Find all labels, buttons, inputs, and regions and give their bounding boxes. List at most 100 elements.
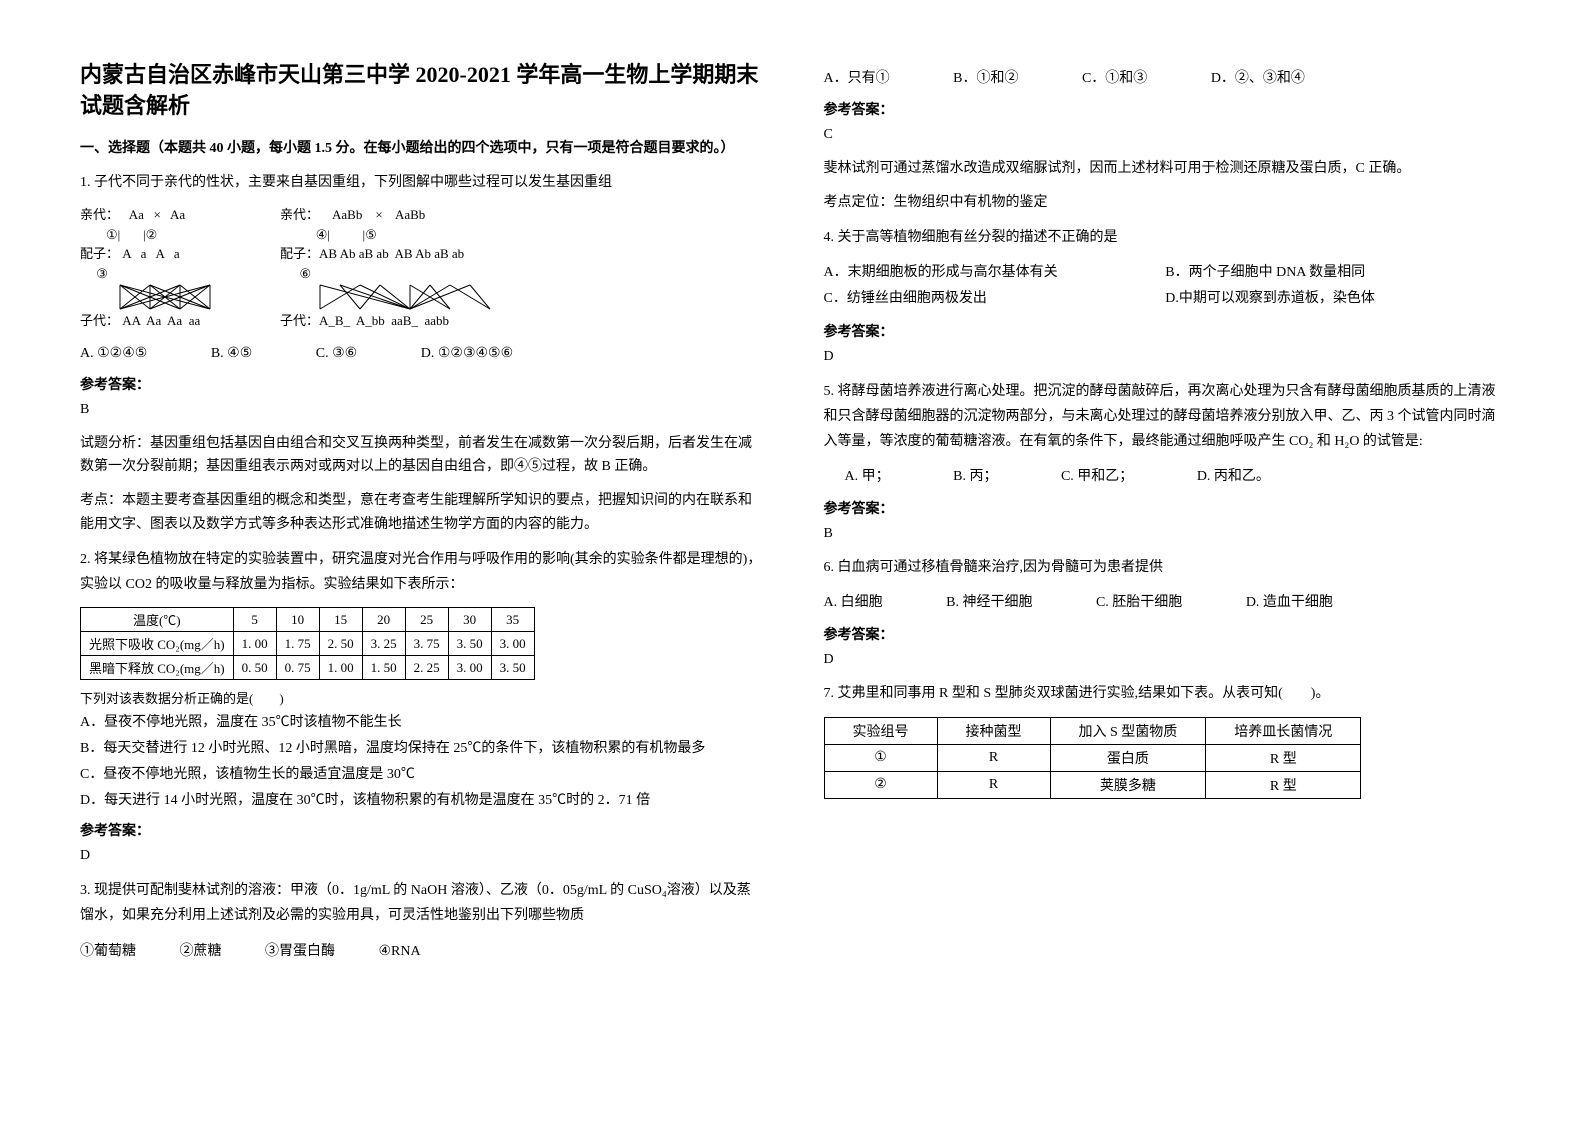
q2-th6: 30	[448, 608, 491, 632]
q1-exp2: 考点：本题主要考查基因重组的概念和类型，意在考查考生能理解所学知识的要点，把握知…	[80, 489, 764, 537]
q5-optA: A. 甲；	[845, 469, 890, 484]
q4-stem: 4. 关于高等植物细胞有丝分裂的描述不正确的是	[824, 225, 1508, 250]
q7-th0: 实验组号	[824, 717, 937, 744]
q3-options: A．只有① B．①和② C．①和③ D．②、③和④	[824, 66, 1508, 91]
q3-item2: ②蔗糖	[180, 944, 222, 959]
q5-ans-label: 参考答案：	[824, 498, 1508, 518]
q2-th0: 温度(℃)	[81, 608, 234, 632]
table-row: 黑暗下释放 CO₂(mg／h) 0. 50 0. 75 1. 00 1. 50 …	[81, 656, 535, 680]
q1-exp1: 试题分析：基因重组包括基因自由组合和交叉互换两种类型，前者发生在减数第一次分裂后…	[80, 432, 764, 480]
q4-ans: D	[824, 345, 1508, 369]
q5-optC: C. 甲和乙；	[1061, 469, 1133, 484]
left-column: 内蒙古自治区赤峰市天山第三中学 2020-2021 学年高一生物上学期期末试题含…	[80, 60, 764, 1062]
q2-r2c2: 0. 75	[276, 656, 319, 680]
q2-r1c2: 1. 75	[276, 632, 319, 656]
q1-left-gametes: 配子： A a A a	[80, 244, 230, 264]
q5-ans: B	[824, 522, 1508, 546]
q3-items: ①葡萄糖 ②蔗糖 ③胃蛋白酶 ④RNA	[80, 939, 764, 964]
q2-r1c6: 3. 50	[448, 632, 491, 656]
q1-stem: 1. 子代不同于亲代的性状，主要来自基因重组，下列图解中哪些过程可以发生基因重组	[80, 170, 764, 195]
q5-optD: D. 丙和乙。	[1197, 469, 1270, 484]
q2-th1: 5	[233, 608, 276, 632]
q3-ans: C	[824, 123, 1508, 147]
q2-optD: D．每天进行 14 小时光照，温度在 30℃时，该植物积累的有机物是温度在 35…	[80, 789, 764, 813]
q2-r2c3: 1. 00	[319, 656, 362, 680]
q1-left-circles: ①| |②	[80, 225, 230, 245]
q1-optA: A. ①②④⑤	[80, 346, 147, 361]
q2-th3: 15	[319, 608, 362, 632]
q2-r2c1: 0. 50	[233, 656, 276, 680]
q3-optA: A．只有①	[824, 71, 890, 86]
q1-optC: C. ③⑥	[316, 346, 357, 361]
q7-r2c3: R 型	[1206, 771, 1361, 798]
q2-optB: B．每天交替进行 12 小时光照、12 小时黑暗，温度均保持在 25℃的条件下，…	[80, 737, 764, 761]
q5-options: A. 甲； B. 丙； C. 甲和乙； D. 丙和乙。	[824, 464, 1508, 489]
q2-lead: 下列对该表数据分析正确的是( )	[80, 688, 764, 707]
q1-right-cross: 亲代： AaBb × AaBb ④| |⑤ 配子：AB Ab aB ab AB …	[280, 205, 510, 331]
table-row: 光照下吸收 CO₂(mg／h) 1. 00 1. 75 2. 50 3. 25 …	[81, 632, 535, 656]
q2-r2c7: 3. 50	[491, 656, 534, 680]
q7-r1c3: R 型	[1206, 744, 1361, 771]
table-row: 实验组号 接种菌型 加入 S 型菌物质 培养皿长菌情况	[824, 717, 1361, 744]
q7-th3: 培养皿长菌情况	[1206, 717, 1361, 744]
q6-optD: D. 造血干细胞	[1246, 595, 1333, 610]
q7-stem: 7. 艾弗里和同事用 R 型和 S 型肺炎双球菌进行实验,结果如下表。从表可知(…	[824, 681, 1508, 706]
q1-ans: B	[80, 398, 764, 422]
table-row: ② R 荚膜多糖 R 型	[824, 771, 1361, 798]
q2-options: A．昼夜不停地光照，温度在 35℃时该植物不能生长 B．每天交替进行 12 小时…	[80, 711, 764, 812]
q6-ans-label: 参考答案：	[824, 624, 1508, 644]
q1-right-gametes: 配子：AB Ab aB ab AB Ab aB ab	[280, 244, 510, 264]
q2-r1c1: 1. 00	[233, 632, 276, 656]
q6-options: A. 白细胞 B. 神经干细胞 C. 胚胎干细胞 D. 造血干细胞	[824, 590, 1508, 615]
q1-cross-diagram: 亲代： Aa × Aa ①| |② 配子： A a A a ③ 子代： AA A…	[80, 205, 764, 331]
q1-left-cross: 亲代： Aa × Aa ①| |② 配子： A a A a ③ 子代： AA A…	[80, 205, 230, 331]
q1-left-cross-svg	[80, 283, 230, 311]
q1-right-circle6: ⑥	[280, 264, 510, 284]
q2-r1c4: 3. 25	[362, 632, 405, 656]
table-row: ① R 蛋白质 R 型	[824, 744, 1361, 771]
q7-th2: 加入 S 型菌物质	[1050, 717, 1206, 744]
q7-table: 实验组号 接种菌型 加入 S 型菌物质 培养皿长菌情况 ① R 蛋白质 R 型 …	[824, 717, 1362, 799]
q3-note: 考点定位：生物组织中有机物的鉴定	[824, 191, 1508, 215]
q1-left-parent: 亲代： Aa × Aa	[80, 205, 230, 225]
q7-r2c0: ②	[824, 771, 937, 798]
q7-r2c1: R	[937, 771, 1050, 798]
table-row: 温度(℃) 5 10 15 20 25 30 35	[81, 608, 535, 632]
q1-right-parent: 亲代： AaBb × AaBb	[280, 205, 510, 225]
q2-stem: 2. 将某绿色植物放在特定的实验装置中，研究温度对光合作用与呼吸作用的影响(其余…	[80, 547, 764, 597]
q5-optB: B. 丙；	[953, 469, 997, 484]
q2-th4: 20	[362, 608, 405, 632]
q2-ans-label: 参考答案：	[80, 820, 764, 840]
q3-item4: ④RNA	[379, 944, 421, 959]
q6-optA: A. 白细胞	[824, 595, 883, 610]
q6-ans: D	[824, 648, 1508, 672]
q2-r2c4: 1. 50	[362, 656, 405, 680]
q2-r1c3: 2. 50	[319, 632, 362, 656]
q3-exp: 斐林试剂可通过蒸馏水改造成双缩脲试剂，因而上述材料可用于检测还原糖及蛋白质，C …	[824, 157, 1508, 181]
q1-right-circles: ④| |⑤	[280, 225, 510, 245]
q4-options: A．末期细胞板的形成与高尔基体有关 B．两个子细胞中 DNA 数量相同 C．纺锤…	[824, 260, 1508, 313]
q7-r1c1: R	[937, 744, 1050, 771]
q1-right-cross-svg	[280, 283, 510, 311]
q7-r1c2: 蛋白质	[1050, 744, 1206, 771]
q2-optA: A．昼夜不停地光照，温度在 35℃时该植物不能生长	[80, 711, 764, 735]
q7-r2c2: 荚膜多糖	[1050, 771, 1206, 798]
q1-options: A. ①②④⑤ B. ④⑤ C. ③⑥ D. ①②③④⑤⑥	[80, 341, 764, 366]
q2-r1c5: 3. 75	[405, 632, 448, 656]
q2-r1c0: 光照下吸收 CO₂(mg／h)	[81, 632, 234, 656]
q1-optD: D. ①②③④⑤⑥	[421, 346, 513, 361]
q2-th5: 25	[405, 608, 448, 632]
q1-ans-label: 参考答案：	[80, 374, 764, 394]
q1-optB: B. ④⑤	[211, 346, 252, 361]
q4-optC: C．纺锤丝由细胞两极发出	[824, 286, 1166, 313]
q4-optA: A．末期细胞板的形成与高尔基体有关	[824, 260, 1166, 287]
section-heading: 一、选择题（本题共 40 小题，每小题 1.5 分。在每小题给出的四个选项中，只…	[80, 138, 764, 160]
q2-r2c0: 黑暗下释放 CO₂(mg／h)	[81, 656, 234, 680]
q3-optC: C．①和③	[1082, 71, 1147, 86]
q2-r2c5: 2. 25	[405, 656, 448, 680]
q2-ans: D	[80, 844, 764, 868]
page-title: 内蒙古自治区赤峰市天山第三中学 2020-2021 学年高一生物上学期期末试题含…	[80, 60, 764, 122]
q2-r1c7: 3. 00	[491, 632, 534, 656]
q3-item1: ①葡萄糖	[80, 944, 136, 959]
q1-left-circle3: ③	[80, 264, 230, 284]
